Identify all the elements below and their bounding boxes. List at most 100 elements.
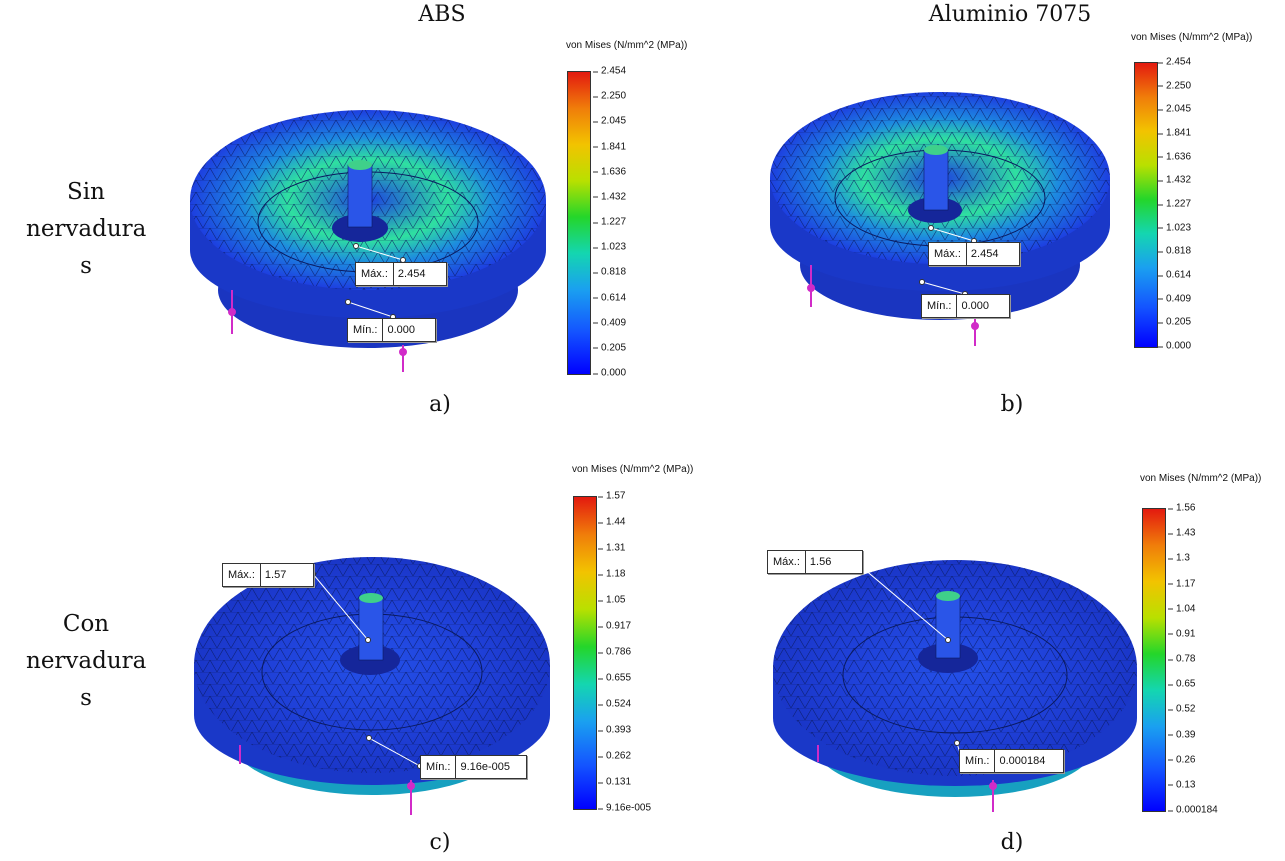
colorbar-tick-label: 0.205 <box>1157 316 1192 328</box>
colorbar-tick-label: 0.524 <box>597 698 632 710</box>
colorbar-tick-label: 1.43 <box>1167 527 1196 539</box>
colorbar-tick-label: 1.841 <box>1157 127 1192 139</box>
colorbar-tick-label: 1.636 <box>592 166 627 178</box>
column-title-abs: ABS <box>418 2 466 27</box>
row-label-line: s <box>80 685 92 711</box>
colorbar-tick-label: 1.432 <box>592 191 627 203</box>
colorbar-tick-label: 1.44 <box>597 516 626 528</box>
min-callout-d: Mín.: 0.000184 <box>959 749 1065 773</box>
colorbar-tick-label: 0.409 <box>592 317 627 329</box>
colorbar-tick-label: 2.045 <box>1157 103 1192 115</box>
max-value: 2.454 <box>970 248 999 260</box>
legend-title-c: von Mises (N/mm^2 (MPa)) <box>572 464 694 475</box>
max-key: Máx.: <box>768 551 806 573</box>
colorbar-tick-label: 0.91 <box>1167 628 1196 640</box>
colorbar-tick-label: 1.31 <box>597 542 626 554</box>
colorbar-tick-label: 0.26 <box>1167 754 1196 766</box>
colorbar-tick-label: 0.131 <box>597 776 632 788</box>
colorbar-a <box>567 71 591 375</box>
colorbar-tick-label: 0.786 <box>597 646 632 658</box>
max-key: Máx.: <box>223 564 261 586</box>
legend-title-b: von Mises (N/mm^2 (MPa)) <box>1131 32 1253 43</box>
colorbar-tick-label: 1.841 <box>592 141 627 152</box>
colorbar-c <box>573 496 597 810</box>
min-callout-c: Mín.: 9.16e-005 <box>420 755 528 779</box>
min-key: Mín.: <box>922 295 958 317</box>
colorbar-tick-label: 0.917 <box>597 620 632 632</box>
colorbar-tick-label: 1.023 <box>1157 222 1192 234</box>
colorbar-tick-label: 1.227 <box>1157 198 1192 210</box>
max-key: Máx.: <box>356 263 394 285</box>
max-key: Máx.: <box>929 243 967 265</box>
min-value: 0.000 <box>961 300 989 312</box>
colorbar-tick-label: 2.250 <box>1157 80 1192 92</box>
colorbar-tick-label: 0.614 <box>592 292 627 303</box>
colorbar-tick-label: 1.18 <box>597 568 626 580</box>
max-value: 1.57 <box>264 569 287 581</box>
colorbar-tick-label: 1.56 <box>1167 502 1196 514</box>
min-value: 0.000184 <box>999 755 1046 767</box>
ticks-a: 2.454 2.250 2.045 1.841 1.636 1.432 1.227 1.023… <box>592 66 661 379</box>
max-callout-b: Máx.: 2.454 <box>928 242 1020 266</box>
colorbar-tick-label: 1.57 <box>597 490 626 502</box>
ticks-c: 1.57 1.44 1.31 1.18 1.05 0.917 0.786 0.655 0.524… <box>597 491 676 814</box>
panel-label-c: c) <box>429 830 451 855</box>
max-value: 2.454 <box>397 268 426 280</box>
colorbar-tick-label: 0.13 <box>1167 779 1196 791</box>
min-value: 0.000 <box>387 324 415 336</box>
colorbar-tick-label: 0.818 <box>592 266 627 278</box>
colorbar-b <box>1134 62 1158 348</box>
max-callout-c: Máx.: 1.57 <box>222 563 314 587</box>
legend-title-d: von Mises (N/mm^2 (MPa)) <box>1140 473 1262 484</box>
max-value: 1.56 <box>809 556 832 568</box>
min-key: Mín.: <box>348 319 384 341</box>
panel-label-b: b) <box>1000 392 1024 417</box>
colorbar-tick-label: 1.636 <box>1157 151 1192 163</box>
colorbar-tick-label: 0.000184 <box>1168 804 1218 816</box>
colorbar-tick-label: 0.65 <box>1167 678 1196 690</box>
colorbar-tick-label: 1.04 <box>1167 603 1196 615</box>
column-title-aluminio: Aluminio 7075 <box>928 2 1092 27</box>
colorbar-tick-label: 0.000 <box>592 367 627 379</box>
colorbar-tick-label: 0.52 <box>1167 703 1196 715</box>
colorbar-tick-label: 1.432 <box>1157 174 1192 186</box>
colorbar-tick-label: 0.393 <box>597 724 632 736</box>
colorbar-tick-label: 0.39 <box>1167 729 1196 740</box>
colorbar-tick-label: 0.614 <box>1157 269 1192 281</box>
legend-title-a: von Mises (N/mm^2 (MPa)) <box>566 40 688 51</box>
colorbar-tick-label: 2.045 <box>592 115 627 127</box>
row-label-line: nervadura <box>26 216 147 242</box>
min-callout-b: Mín.: 0.000 <box>921 294 1011 318</box>
colorbar-tick-label: 0.000 <box>1157 340 1192 352</box>
colorbar-tick-label: 0.655 <box>597 672 632 684</box>
row-label-line: s <box>80 253 92 279</box>
ticks-b: 2.454 2.250 2.045 1.841 1.636 1.432 1.227 1.023… <box>1157 57 1226 352</box>
min-value: 9.16e-005 <box>460 761 510 773</box>
min-key: Mín.: <box>421 756 457 778</box>
min-key: Mín.: <box>960 750 996 772</box>
row-label-sin-nervaduras: Sin nervadura s <box>26 174 146 285</box>
colorbar-tick-label: 1.17 <box>1167 578 1196 589</box>
colorbar-tick-label: 1.023 <box>592 241 627 253</box>
colorbar-tick-label: 1.3 <box>1168 552 1190 564</box>
colorbar-tick-label: 2.454 <box>1157 56 1192 68</box>
row-label-con-nervaduras: Con nervadura s <box>26 606 146 717</box>
row-label-line: nervadura <box>26 648 147 674</box>
min-callout-a: Mín.: 0.000 <box>347 318 437 342</box>
colorbar-tick-label: 1.227 <box>592 216 627 228</box>
max-callout-d: Máx.: 1.56 <box>767 550 863 574</box>
colorbar-tick-label: 0.205 <box>592 342 627 354</box>
row-label-line: Sin <box>67 179 105 205</box>
colorbar-tick-label: 2.454 <box>592 65 627 77</box>
colorbar-tick-label: 0.409 <box>1157 293 1192 305</box>
ticks-d: 1.56 1.43 1.3 1.17 1.04 0.91 0.78 0.65 0.52 0.39 0… <box>1167 503 1246 816</box>
row-label-line: Con <box>62 611 110 637</box>
colorbar-tick-label: 1.05 <box>597 594 626 606</box>
colorbar-tick-label: 0.818 <box>1157 245 1192 257</box>
panel-label-a: a) <box>429 392 451 417</box>
colorbar-tick-label: 0.262 <box>597 750 632 762</box>
colorbar-d <box>1142 508 1166 812</box>
